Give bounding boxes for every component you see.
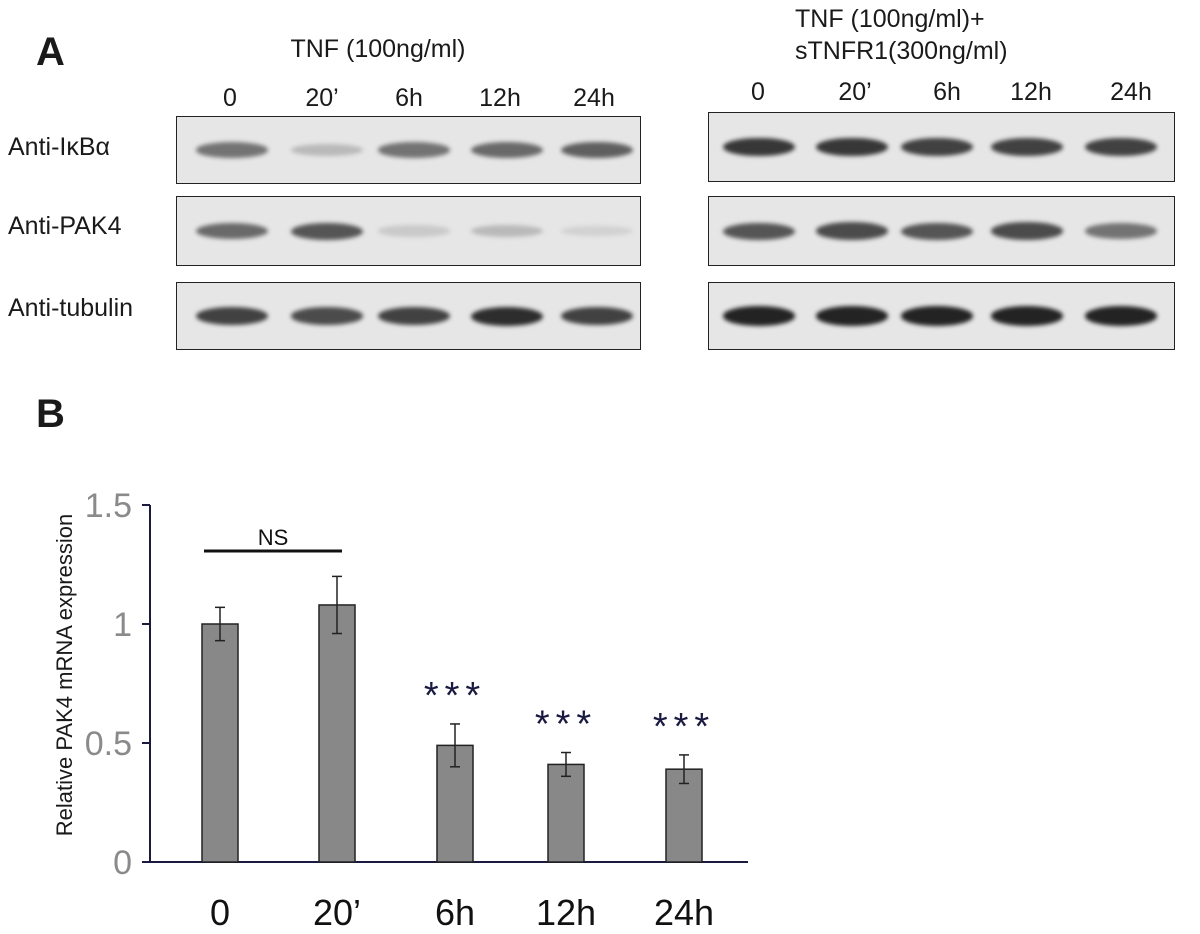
condition-label-tnf-stnfr1-line1: TNF (100ng/ml)+ — [795, 5, 985, 33]
blot-band — [816, 222, 888, 240]
blot-band — [196, 307, 268, 325]
blot-band — [471, 225, 543, 237]
western-blot-ikba-tnf-stnfr1 — [708, 112, 1175, 182]
blot-band — [991, 306, 1063, 326]
lane-label: 24h — [1110, 78, 1152, 106]
blot-band — [723, 222, 795, 240]
significance-stars: *** — [535, 704, 597, 746]
ns-label: NS — [258, 525, 289, 550]
lane-label: 12h — [479, 84, 521, 112]
lane-label: 20’ — [838, 78, 872, 106]
x-tick-label: 6h — [435, 892, 475, 933]
blot-band — [196, 223, 268, 239]
y-tick-label: 1 — [113, 606, 132, 644]
bar — [547, 763, 585, 863]
blot-band — [291, 144, 363, 156]
blot-band — [1085, 223, 1157, 239]
western-blot-ikba-tnf — [176, 116, 641, 184]
lane-label: 0 — [223, 84, 237, 112]
bar — [318, 604, 356, 863]
blot-band — [561, 141, 633, 159]
y-axis-label: Relative PAK4 mRNA expression — [52, 514, 77, 836]
blot-band — [471, 306, 543, 326]
western-blot-tubulin-tnf — [176, 282, 641, 350]
western-blot-pak4-tnf-stnfr1 — [708, 196, 1175, 266]
x-tick-label: 0 — [210, 892, 230, 933]
blot-label-pak4: Anti-PAK4 — [8, 212, 122, 240]
blot-band — [901, 138, 973, 156]
x-tick-label: 24h — [654, 892, 714, 933]
blot-band — [723, 137, 795, 157]
y-tick-label: 0 — [113, 844, 132, 882]
blot-band — [196, 142, 268, 158]
blot-band — [291, 222, 363, 240]
blot-band — [291, 307, 363, 325]
y-tick-label: 0.5 — [85, 725, 132, 763]
condition-label-tnf-stnfr1-line2: sTNFR1(300ng/ml) — [795, 37, 1008, 65]
blot-band — [816, 306, 888, 326]
lane-label: 6h — [933, 78, 961, 106]
blot-band — [1085, 138, 1157, 156]
western-blot-pak4-tnf — [176, 196, 641, 266]
panel-b-letter: B — [36, 392, 65, 436]
blot-band — [378, 307, 450, 325]
blot-band — [901, 222, 973, 240]
blot-band — [901, 306, 973, 326]
blot-band — [1085, 306, 1157, 326]
panel-a-letter: A — [36, 30, 65, 74]
blot-label-tubulin: Anti-tubulin — [8, 294, 134, 322]
condition-label-tnf: TNF (100ng/ml) — [290, 35, 466, 63]
significance-stars: *** — [424, 675, 486, 717]
lane-label: 20’ — [305, 84, 339, 112]
blot-band — [991, 138, 1063, 156]
x-tick-label: 20’ — [313, 892, 361, 933]
bar — [665, 768, 703, 863]
significance-stars: *** — [653, 706, 715, 748]
blot-band — [378, 142, 450, 158]
blot-band — [471, 142, 543, 158]
y-tick-label: 1.5 — [85, 487, 132, 525]
blot-band — [561, 307, 633, 325]
lane-label: 6h — [395, 84, 423, 112]
blot-band — [561, 225, 633, 237]
blot-band — [723, 306, 795, 326]
blot-band — [378, 225, 450, 237]
bar — [201, 623, 239, 863]
blot-label-ikba: Anti-IκBα — [8, 133, 110, 161]
western-blot-tubulin-tnf-stnfr1 — [708, 282, 1175, 350]
x-tick-label: 12h — [536, 892, 596, 933]
lane-label: 12h — [1010, 78, 1052, 106]
lane-label: 0 — [751, 78, 765, 106]
lane-label: 24h — [573, 84, 615, 112]
blot-band — [991, 222, 1063, 240]
blot-band — [816, 137, 888, 157]
